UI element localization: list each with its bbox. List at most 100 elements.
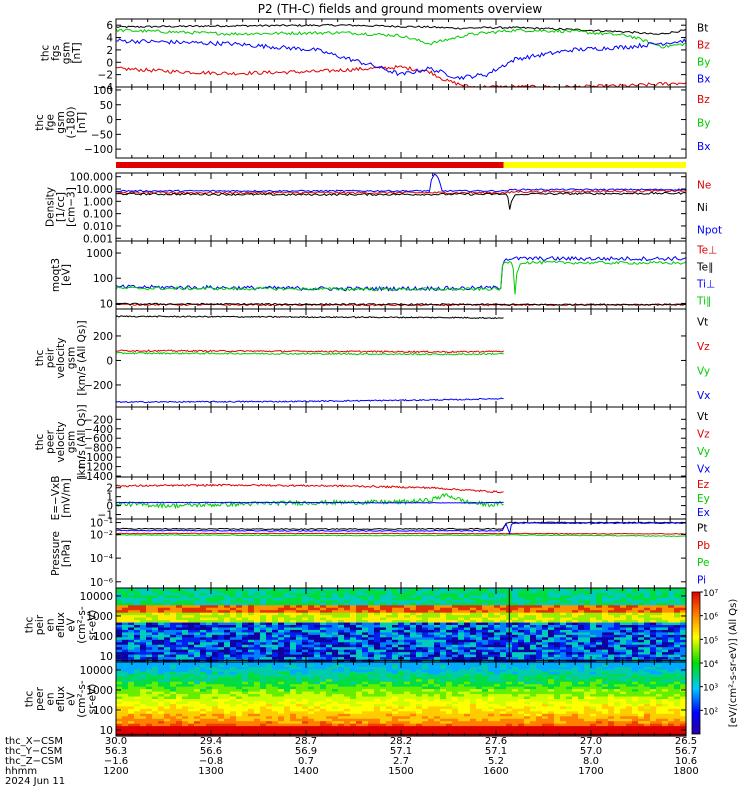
spectrogram-cell: [128, 721, 135, 725]
spectrogram-cell: [200, 701, 207, 705]
spectrogram-cell: [548, 637, 555, 641]
spectrogram-cell: [332, 728, 339, 732]
spectrogram-cell: [650, 612, 657, 616]
spectrogram-cell: [344, 699, 351, 703]
spectrogram-cell: [566, 632, 573, 636]
spectrogram-cell: [296, 654, 303, 658]
spectrogram-cell: [638, 642, 645, 646]
spectrogram-cell: [332, 684, 339, 688]
spectrogram-cell: [260, 723, 267, 727]
spectrogram-cell: [194, 632, 201, 636]
spectrogram-cell: [482, 620, 489, 624]
spectrogram-cell: [248, 659, 255, 663]
spectrogram-cell: [476, 612, 483, 616]
spectrogram-cell: [272, 674, 279, 678]
spectrogram-cell: [350, 597, 357, 601]
spectrogram-cell: [452, 602, 459, 606]
spectrogram-cell: [626, 617, 633, 621]
spectrogram-cell: [170, 629, 177, 633]
spectrogram-cell: [458, 647, 465, 651]
spectrogram-cell: [134, 657, 141, 661]
spectrogram-cell: [614, 595, 621, 599]
spectrogram-cell: [470, 622, 477, 626]
spectrogram-cell: [638, 654, 645, 658]
spectrogram-cell: [404, 642, 411, 646]
spectrogram-cell: [260, 662, 267, 666]
spectrogram-cell: [170, 632, 177, 636]
spectrogram-cell: [542, 620, 549, 624]
spectrogram-cell: [350, 711, 357, 715]
y-tick-label: 100.000: [70, 172, 113, 184]
spectrogram-cell: [206, 659, 213, 663]
spectrogram-cell: [212, 711, 219, 715]
spectrogram-cell: [548, 629, 555, 633]
spectrogram-cell: [254, 654, 261, 658]
spectrogram-cell: [302, 627, 309, 631]
spectrogram-cell: [254, 590, 261, 594]
y-tick-label: −1: [98, 510, 113, 522]
spectrogram-cell: [680, 595, 687, 599]
spectrogram-cell: [476, 642, 483, 646]
spectrogram-cell: [314, 694, 321, 698]
spectrogram-cell: [188, 708, 195, 712]
spectrogram-cell: [566, 647, 573, 651]
spectrogram-cell: [560, 644, 567, 648]
spectrogram-cell: [482, 612, 489, 616]
spectrogram-cell: [290, 592, 297, 596]
spectrogram-cell: [116, 686, 123, 690]
spectrogram-cell: [338, 588, 345, 592]
spectrogram-cell: [518, 637, 525, 641]
spectrogram-cell: [122, 597, 129, 601]
spectrogram-cell: [560, 632, 567, 636]
spectrogram-cell: [242, 674, 249, 678]
spectrogram-cell: [140, 625, 147, 629]
spectrogram-cell: [146, 588, 153, 592]
spectrogram-cell: [320, 647, 327, 651]
spectrogram-cell: [488, 610, 495, 614]
spectrogram-cell: [638, 588, 645, 592]
spectrogram-cell: [170, 669, 177, 673]
spectrogram-cell: [146, 664, 153, 668]
spectrogram-cell: [488, 617, 495, 621]
spectrogram-cell: [296, 671, 303, 675]
spectrogram-cell: [242, 703, 249, 707]
spectrogram-cell: [596, 657, 603, 661]
spectrogram-cell: [122, 711, 129, 715]
spectrogram-cell: [464, 600, 471, 604]
spectrogram-cell: [560, 617, 567, 621]
spectrogram-cell: [236, 666, 243, 670]
spectrogram-cell: [254, 659, 261, 663]
spectrogram-cell: [320, 684, 327, 688]
spectrogram-cell: [134, 600, 141, 604]
spectrogram-cell: [164, 706, 171, 710]
spectrogram-cell: [290, 644, 297, 648]
spectrogram-cell: [308, 639, 315, 643]
spectrogram-cell: [350, 694, 357, 698]
spectrogram-cell: [638, 602, 645, 606]
spectrogram-cell: [320, 620, 327, 624]
spectrogram-cell: [368, 588, 375, 592]
spectrogram-cell: [572, 612, 579, 616]
spectrogram-cell: [284, 625, 291, 629]
spectrogram-cell: [656, 647, 663, 651]
spectrogram-cell: [512, 617, 519, 621]
spectrogram-cell: [458, 597, 465, 601]
spectrogram-cell: [308, 625, 315, 629]
spectrogram-cell: [326, 684, 333, 688]
spectrogram-cell: [422, 657, 429, 661]
spectrogram-cell: [578, 600, 585, 604]
spectrogram-cell: [284, 671, 291, 675]
spectrogram-cell: [284, 681, 291, 685]
spectrogram-cell: [320, 612, 327, 616]
spectrogram-cell: [680, 615, 687, 619]
spectrogram-cell: [650, 642, 657, 646]
spectrogram-cell: [344, 666, 351, 670]
legend-Vz: Vz: [697, 341, 710, 353]
spectrogram-cell: [584, 627, 591, 631]
spectrogram-cell: [656, 627, 663, 631]
spectrogram-cell: [602, 644, 609, 648]
spectrogram-cell: [188, 713, 195, 717]
spectrogram-cell: [284, 637, 291, 641]
spectrogram-cell: [254, 649, 261, 653]
spectrogram-cell: [152, 674, 159, 678]
